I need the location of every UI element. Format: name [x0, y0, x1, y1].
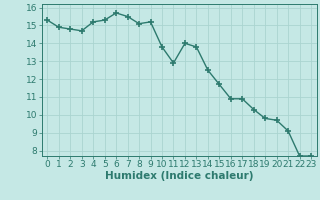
X-axis label: Humidex (Indice chaleur): Humidex (Indice chaleur)	[105, 171, 253, 181]
